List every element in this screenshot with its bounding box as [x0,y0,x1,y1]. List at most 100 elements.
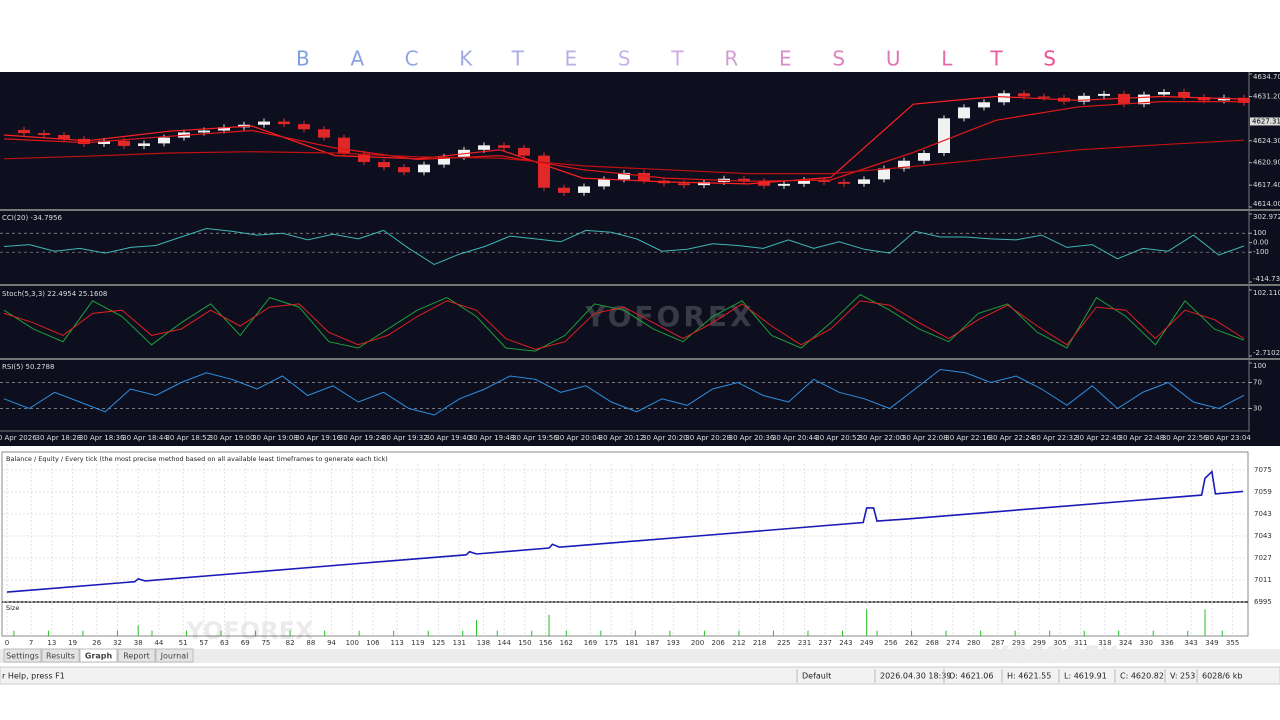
tab[interactable] [79,648,118,663]
candle [358,153,370,163]
candle [698,181,710,186]
x-tick-label: 175 [605,639,618,647]
time-label: 30 Apr 22:32 [1032,434,1078,442]
candle [918,153,930,161]
tab-label[interactable]: Results [46,652,75,661]
y-tick-label: 302.9725 [1253,213,1280,221]
candle [98,140,110,145]
x-tick-label: 187 [646,639,659,647]
tab[interactable] [155,648,194,663]
time-label: 30 Apr 20:36 [729,434,775,442]
time-label: 30 Apr 19:16 [295,434,341,442]
candle [58,135,70,139]
x-tick-label: 181 [625,639,638,647]
candle [758,181,770,186]
candle [198,130,210,133]
status-text: 6028/6 kb [1202,672,1242,681]
candle [318,129,330,138]
y-tick-label: 102.1106 [1253,289,1280,297]
candle [1158,91,1170,95]
tab-label[interactable]: Settings [6,652,39,661]
x-tick-label: 225 [777,639,790,647]
x-tick-label: 156 [539,639,553,647]
status-text: Default [802,672,831,681]
tab-label[interactable]: Report [123,652,150,661]
time-label: 30 Apr 19:32 [382,434,428,442]
candle [818,180,830,182]
time-label: 30 Apr 18:44 [122,434,168,442]
tab[interactable] [117,648,156,663]
x-tick-label: 69 [241,639,250,647]
candle [678,183,690,186]
status-text: O: 4621.06 [949,672,993,681]
time-label: 30 Apr 19:56 [512,434,558,442]
time-label: 30 Apr 18:28 [36,434,82,442]
x-tick-label: 256 [884,639,898,647]
x-tick-label: 51 [179,639,188,647]
candle [478,145,490,150]
candle [258,121,270,125]
page-title: BACKTESTRESULTS [296,47,1056,71]
size-label: Size [6,604,19,612]
indicator-label: Stoch(5,3,3) 22.4954 25.1608 [2,290,107,298]
time-label: 30 Apr 19:00 [209,434,255,442]
time-label: 30 Apr 18:36 [79,434,125,442]
tab[interactable] [3,648,42,663]
candle [538,155,550,188]
x-tick-label: 57 [199,639,208,647]
x-tick-label: 169 [584,639,597,647]
y-tick-label: 7011 [1254,576,1272,584]
candle [278,121,290,125]
time-label: 30 Apr 2026 [0,434,37,442]
candle [78,138,90,145]
y-tick-label: 4620.90 [1253,159,1280,167]
current-price-label: 4627.31 [1252,117,1280,125]
x-tick-label: 349 [1205,639,1218,647]
x-tick-label: 125 [432,639,445,647]
x-tick-label: 88 [306,639,315,647]
x-tick-label: 94 [327,639,336,647]
candle [518,147,530,156]
x-tick-label: 274 [946,639,960,647]
indicator-line [3,368,1245,416]
time-label: 30 Apr 19:24 [339,434,385,442]
tab-label[interactable]: Graph [85,652,113,661]
candle [618,172,630,180]
time-label: 30 Apr 20:52 [815,434,861,442]
y-tick-label: 4617.40 [1253,181,1280,189]
candle [958,107,970,119]
candle [598,179,610,187]
candle [898,160,910,169]
indicator-line [3,227,1245,266]
y-tick-label: 70 [1253,379,1262,387]
x-tick-label: 106 [366,639,380,647]
tab[interactable] [41,648,80,663]
x-tick-label: 13 [47,639,56,647]
candle [778,183,790,186]
candle [38,133,50,136]
time-label: 30 Apr 22:40 [1075,434,1121,442]
watermark: YOFOREX [185,617,314,645]
time-label: 30 Apr 23:04 [1205,434,1251,442]
time-label: 30 Apr 18:52 [165,434,211,442]
status-bar [0,666,1280,685]
status-text: L: 4619.91 [1064,672,1107,681]
candle [998,93,1010,103]
chart-window [0,72,1280,446]
status-text: r Help, press F1 [2,672,65,681]
candle [1098,93,1110,96]
x-tick-label: 287 [991,639,1004,647]
y-tick-label: 30 [1253,405,1262,413]
time-label: 30 Apr 20:44 [772,434,818,442]
y-tick-label: 4631.20 [1253,92,1280,100]
time-label: 30 Apr 20:28 [685,434,731,442]
tab-label[interactable]: Journal [160,652,189,661]
panel-separators [0,72,1280,432]
candle [218,127,230,131]
time-label: 30 Apr 19:08 [252,434,298,442]
balance-label: Balance / Equity / Every tick (the most … [6,455,388,463]
candle [638,172,650,181]
x-tick-label: 206 [712,639,726,647]
x-tick-label: 200 [691,639,704,647]
